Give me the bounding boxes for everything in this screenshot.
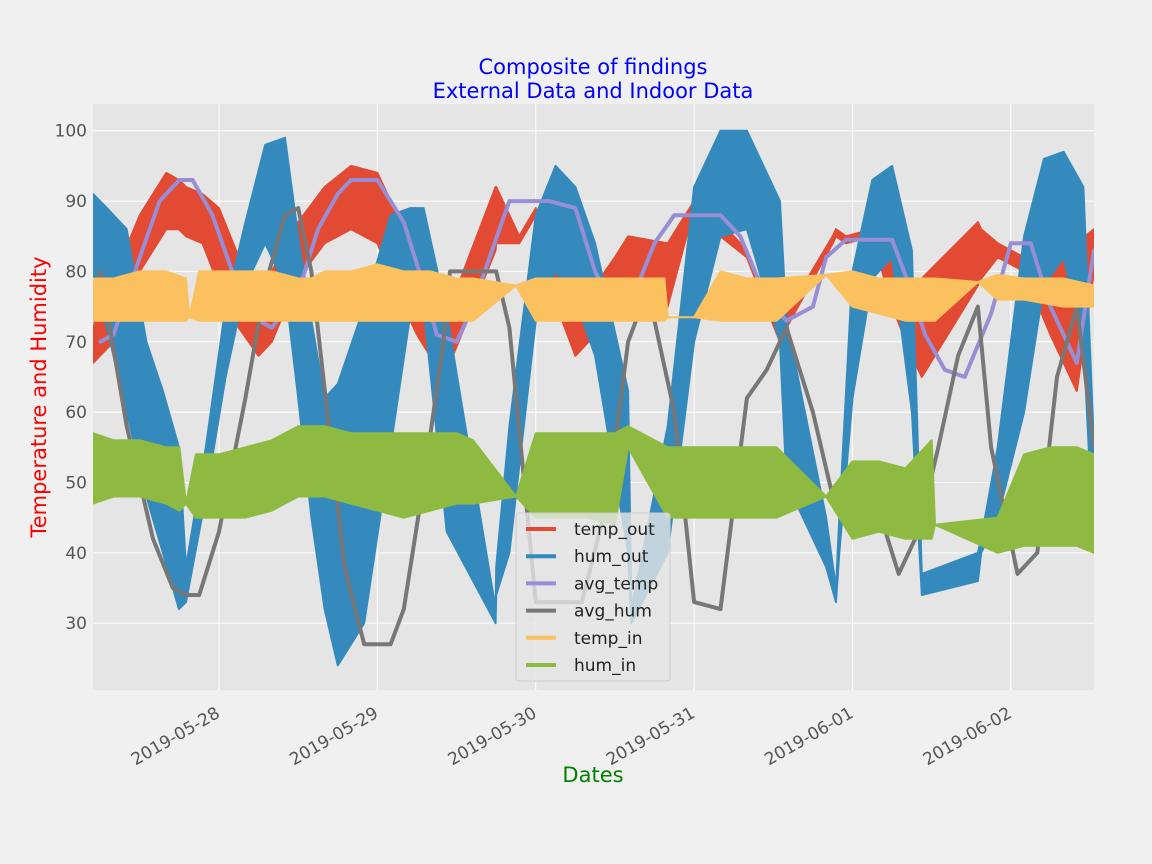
- temp-in-band: [93, 263, 1094, 322]
- series-layer: [93, 129, 1094, 667]
- legend-label-hum-in: hum_in: [574, 656, 636, 676]
- y-axis-title: Temperature and Humidity: [27, 256, 51, 538]
- y-tick-label: 70: [65, 333, 87, 353]
- y-axis-ticks: 30 40 50 60 70 80 90 100: [55, 122, 87, 634]
- legend-label-hum-out: hum_out: [574, 547, 649, 567]
- hum-in-band: [93, 425, 1094, 554]
- chart-subtitle: External Data and Indoor Data: [433, 79, 754, 103]
- series-temp-in: [93, 263, 1094, 322]
- chart-title: Composite of findings: [479, 55, 708, 79]
- y-tick-label: 100: [55, 122, 87, 142]
- y-tick-label: 60: [65, 403, 87, 423]
- legend-label-temp-in: temp_in: [574, 629, 642, 649]
- y-tick-label: 90: [65, 192, 87, 212]
- legend-label-avg-hum: avg_hum: [574, 602, 652, 622]
- series-hum-in: [93, 425, 1094, 554]
- y-tick-label: 30: [65, 614, 87, 634]
- y-tick-label: 80: [65, 262, 87, 282]
- legend: temp_out hum_out avg_temp avg_hum temp_inhum…: [515, 512, 671, 682]
- legend-label-temp-out: temp_out: [574, 520, 655, 540]
- y-tick-label: 50: [65, 473, 87, 493]
- x-axis-title: Dates: [562, 763, 623, 787]
- y-tick-label: 40: [65, 544, 87, 564]
- legend-label-avg-temp: avg_temp: [574, 574, 658, 594]
